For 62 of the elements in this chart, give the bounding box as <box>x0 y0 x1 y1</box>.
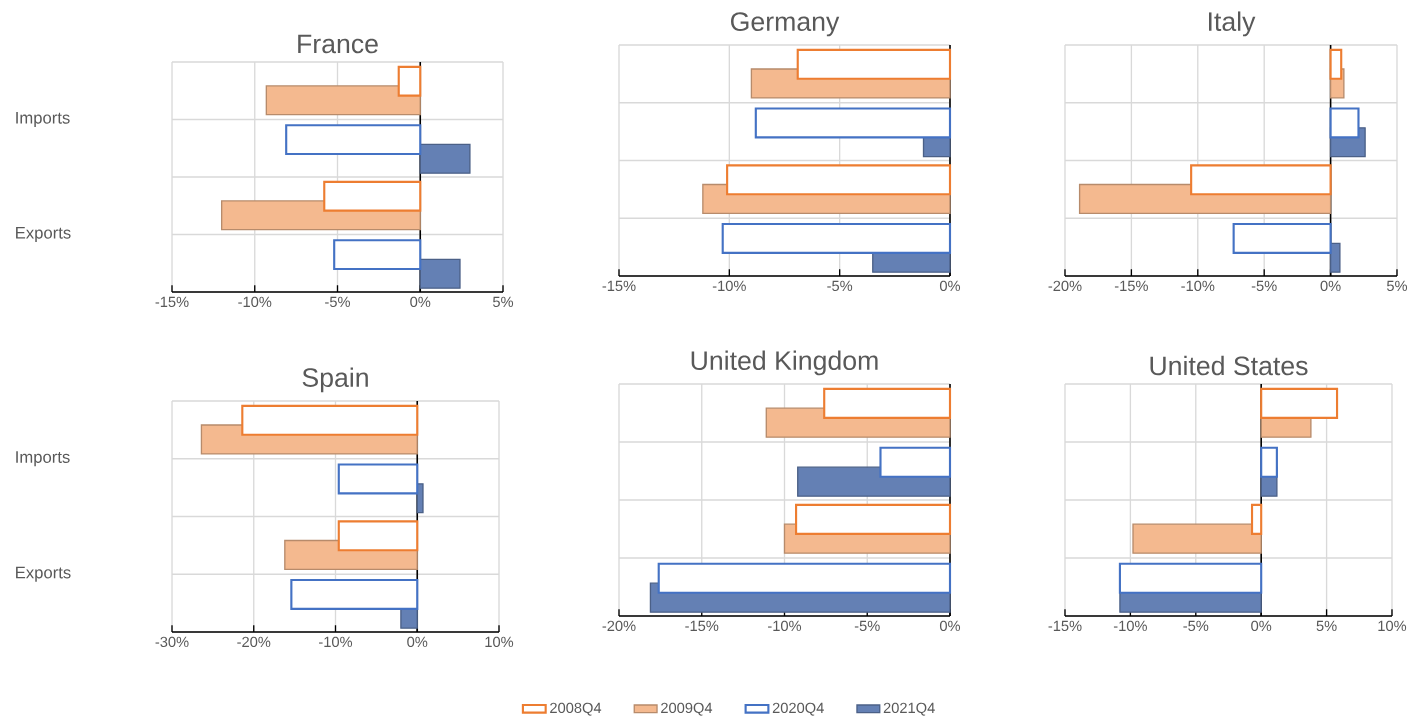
legend-label: 2020Q4 <box>772 702 824 716</box>
x-tick-label: -10% <box>1181 280 1215 292</box>
bar <box>265 85 421 116</box>
x-tick-label: -20% <box>237 636 271 648</box>
bar <box>1190 164 1332 196</box>
x-tick-label: -10% <box>238 296 272 308</box>
chart-title: France <box>298 34 378 54</box>
x-tick-label: 10% <box>1378 620 1407 632</box>
y-tick-label: Exports <box>16 566 71 582</box>
x-tick-label: 5% <box>1316 620 1337 632</box>
x-tick-label: -10% <box>712 280 746 292</box>
x-tick-label: 0% <box>939 280 961 292</box>
bar <box>1232 222 1332 254</box>
x-tick-label: -5% <box>1183 620 1209 632</box>
chart-title: Germany <box>731 12 840 37</box>
bar <box>1260 387 1339 419</box>
x-tick-label: -5% <box>1251 280 1277 292</box>
x-tick-label: 5% <box>1386 280 1408 292</box>
bar <box>1329 48 1343 80</box>
chart-title: Italy <box>1209 11 1256 37</box>
bar <box>323 180 422 212</box>
chart-title: United Kingdom <box>691 350 878 376</box>
legend-label: 2008Q4 <box>550 702 602 716</box>
bar <box>285 124 422 156</box>
x-tick-label: 5% <box>492 296 514 308</box>
x-tick-label: -5% <box>325 296 351 308</box>
x-tick-label: 10% <box>485 636 514 648</box>
bar <box>1250 503 1263 535</box>
x-tick-label: 0% <box>1251 620 1272 632</box>
bar <box>1329 242 1341 273</box>
bar <box>1260 446 1278 478</box>
y-tick-label: Imports <box>16 451 70 467</box>
bar <box>1132 523 1262 554</box>
x-tick-label: 0% <box>939 620 961 632</box>
x-tick-label: -10% <box>768 620 802 632</box>
x-tick-label: -5% <box>827 280 853 292</box>
chart-title: United States <box>1150 355 1308 376</box>
chart-title: Spain <box>302 367 368 393</box>
x-tick-label: -20% <box>1048 280 1082 292</box>
legend-label: 2009Q4 <box>661 702 713 716</box>
bar <box>397 65 422 97</box>
x-tick-label: -5% <box>854 620 880 632</box>
x-tick-label: -15% <box>685 620 719 632</box>
bar <box>1329 107 1360 139</box>
legend-label: 2021Q4 <box>883 702 935 716</box>
x-tick-label: -15% <box>155 296 189 308</box>
bar <box>1118 562 1263 594</box>
x-tick-label: -15% <box>602 280 636 292</box>
x-tick-label: 0% <box>1320 280 1341 292</box>
y-tick-label: Exports <box>16 227 71 242</box>
bar <box>419 143 471 174</box>
x-tick-label: -20% <box>602 620 636 632</box>
bar <box>419 258 461 289</box>
x-tick-label: -30% <box>155 636 189 648</box>
bar <box>333 239 422 271</box>
x-tick-label: 0% <box>410 296 431 308</box>
x-tick-label: -10% <box>1113 620 1147 632</box>
y-tick-label: Imports <box>16 112 70 127</box>
x-tick-label: 0% <box>407 636 428 648</box>
x-tick-label: -10% <box>319 636 353 648</box>
x-tick-label: -15% <box>1048 620 1082 632</box>
x-tick-label: -15% <box>1114 280 1148 292</box>
